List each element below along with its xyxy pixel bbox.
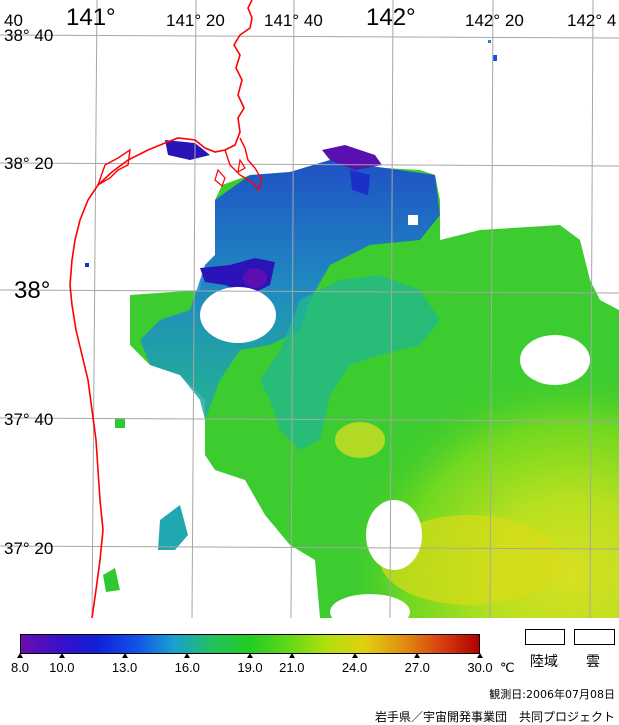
cloud-mask	[366, 500, 422, 570]
colorbar-tick-mark	[17, 653, 23, 658]
cloud-legend-swatch	[574, 629, 615, 645]
cold-patch	[165, 140, 210, 160]
cloud-mask	[520, 335, 590, 385]
colorbar-tick-label: 10.0	[49, 660, 75, 675]
data-fragment	[488, 40, 491, 43]
temperature-unit: ℃	[500, 660, 515, 675]
colorbar-tick-mark	[247, 653, 253, 658]
data-fragment	[115, 418, 125, 428]
colorbar-tick-mark	[58, 653, 65, 658]
colorbar-tick-label: 13.0	[111, 660, 138, 675]
cold-patch	[350, 170, 370, 195]
colorbar-tick-label: 24.0	[341, 660, 368, 675]
colorbar-tick-mark	[288, 653, 295, 658]
colorbar-tick-mark	[121, 653, 128, 658]
warm-patch	[380, 515, 560, 605]
coastline-bay	[96, 148, 131, 187]
data-fragment	[103, 568, 120, 592]
sst-map-panel: 141° 141° 20 141° 40 142° 142° 20 142° 4…	[0, 0, 619, 618]
coastline	[69, 0, 253, 618]
colorbar-tick-mark	[414, 653, 421, 658]
temperature-colorbar	[20, 634, 480, 654]
land-legend-swatch	[525, 629, 565, 645]
land-legend-label: 陸域	[530, 654, 558, 670]
data-fragment	[85, 263, 89, 267]
colorbar-tick-label: 8.0	[10, 660, 30, 675]
colorbar-tick-mark	[477, 653, 483, 658]
colorbar-tick-mark	[351, 653, 358, 658]
data-fragment	[493, 55, 497, 61]
colorbar-tick-label: 16.0	[174, 660, 200, 675]
cool-water-zone	[140, 160, 440, 420]
data-fragment	[158, 505, 188, 550]
coastline-islands	[214, 158, 246, 188]
cloud-mask	[408, 215, 418, 225]
cloud-mask	[200, 287, 276, 343]
cold-patch	[322, 145, 382, 170]
colorbar-tick-mark	[184, 653, 191, 658]
colorbar-tick-label: 19.0	[237, 660, 263, 675]
colorbar-tick-label: 27.0	[404, 660, 430, 675]
coastline-peninsula	[224, 137, 263, 192]
sea-surface-temperature-map	[0, 0, 619, 618]
cold-patch	[243, 268, 267, 288]
credit-line: 岩手県／宇宙開発事業団 共同プロジェクト	[374, 710, 615, 724]
graticule	[0, 0, 619, 618]
warm-patch	[335, 422, 385, 458]
colorbar-tick-label: 30.0	[467, 660, 493, 675]
cloud-legend-label: 雲	[586, 654, 600, 670]
observation-date: 観測日:2006年07月08日	[489, 688, 615, 701]
colorbar-tick-label: 21.0	[279, 660, 305, 675]
